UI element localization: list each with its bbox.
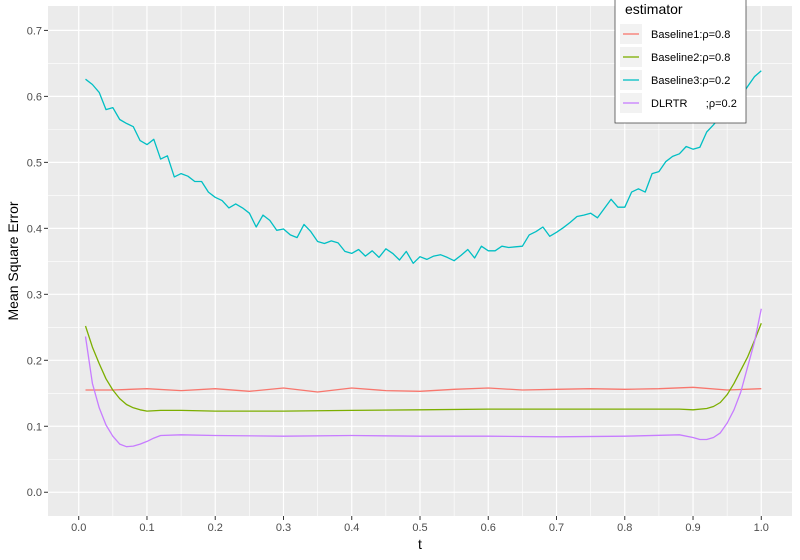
x-tick-label: 0.8 — [617, 522, 632, 534]
x-tick-label: 0.6 — [481, 522, 496, 534]
legend-title: estimator — [625, 1, 683, 17]
y-tick-label: 0.0 — [27, 487, 42, 499]
y-tick-label: 0.3 — [27, 289, 42, 301]
x-tick-label: 0.4 — [344, 522, 359, 534]
series-line-1 — [85, 386, 762, 393]
x-tick-label: 0.5 — [412, 522, 427, 534]
x-tick-label: 0.3 — [276, 522, 291, 534]
legend-label: Baseline2:ρ=0.8 — [651, 52, 730, 64]
x-tick-label: 1.0 — [754, 522, 769, 534]
x-tick-label: 0.1 — [139, 522, 154, 534]
series-line-3 — [85, 70, 762, 264]
y-tick-label: 0.1 — [27, 421, 42, 433]
x-tick-label: 0.2 — [208, 522, 223, 534]
legend-label: DLRTR ;ρ=0.2 — [651, 98, 737, 110]
legend: estimator Baseline1:ρ=0.8 Baseline2:ρ=0.8… — [614, 0, 747, 124]
x-axis: 0.0 0.1 0.2 0.3 0.4 0.5 0.6 0.7 0.8 0.9 1.0 — [71, 516, 769, 534]
x-axis-title: t — [418, 536, 422, 552]
legend-items: Baseline1:ρ=0.8 Baseline2:ρ=0.8 Baseline3:… — [620, 24, 737, 113]
y-axis: 0.0 0.1 0.2 0.3 0.4 0.5 0.6 0.7 — [27, 25, 48, 499]
y-tick-label: 0.4 — [27, 223, 42, 235]
series-line-4 — [84, 308, 762, 448]
x-tick-label: 0.7 — [549, 522, 564, 534]
y-tick-label: 0.2 — [27, 355, 42, 367]
y-axis-title: Mean Square Error — [5, 201, 21, 320]
legend-label: Baseline3:ρ=0.2 — [651, 75, 730, 87]
x-tick-label: 0.0 — [71, 522, 86, 534]
series-line-2 — [84, 323, 762, 412]
y-tick-label: 0.6 — [27, 91, 42, 103]
y-tick-label: 0.7 — [27, 25, 42, 37]
y-tick-label: 0.5 — [27, 157, 42, 169]
series-lines — [84, 70, 762, 448]
legend-label: Baseline1:ρ=0.8 — [651, 29, 730, 41]
x-tick-label: 0.9 — [685, 522, 700, 534]
